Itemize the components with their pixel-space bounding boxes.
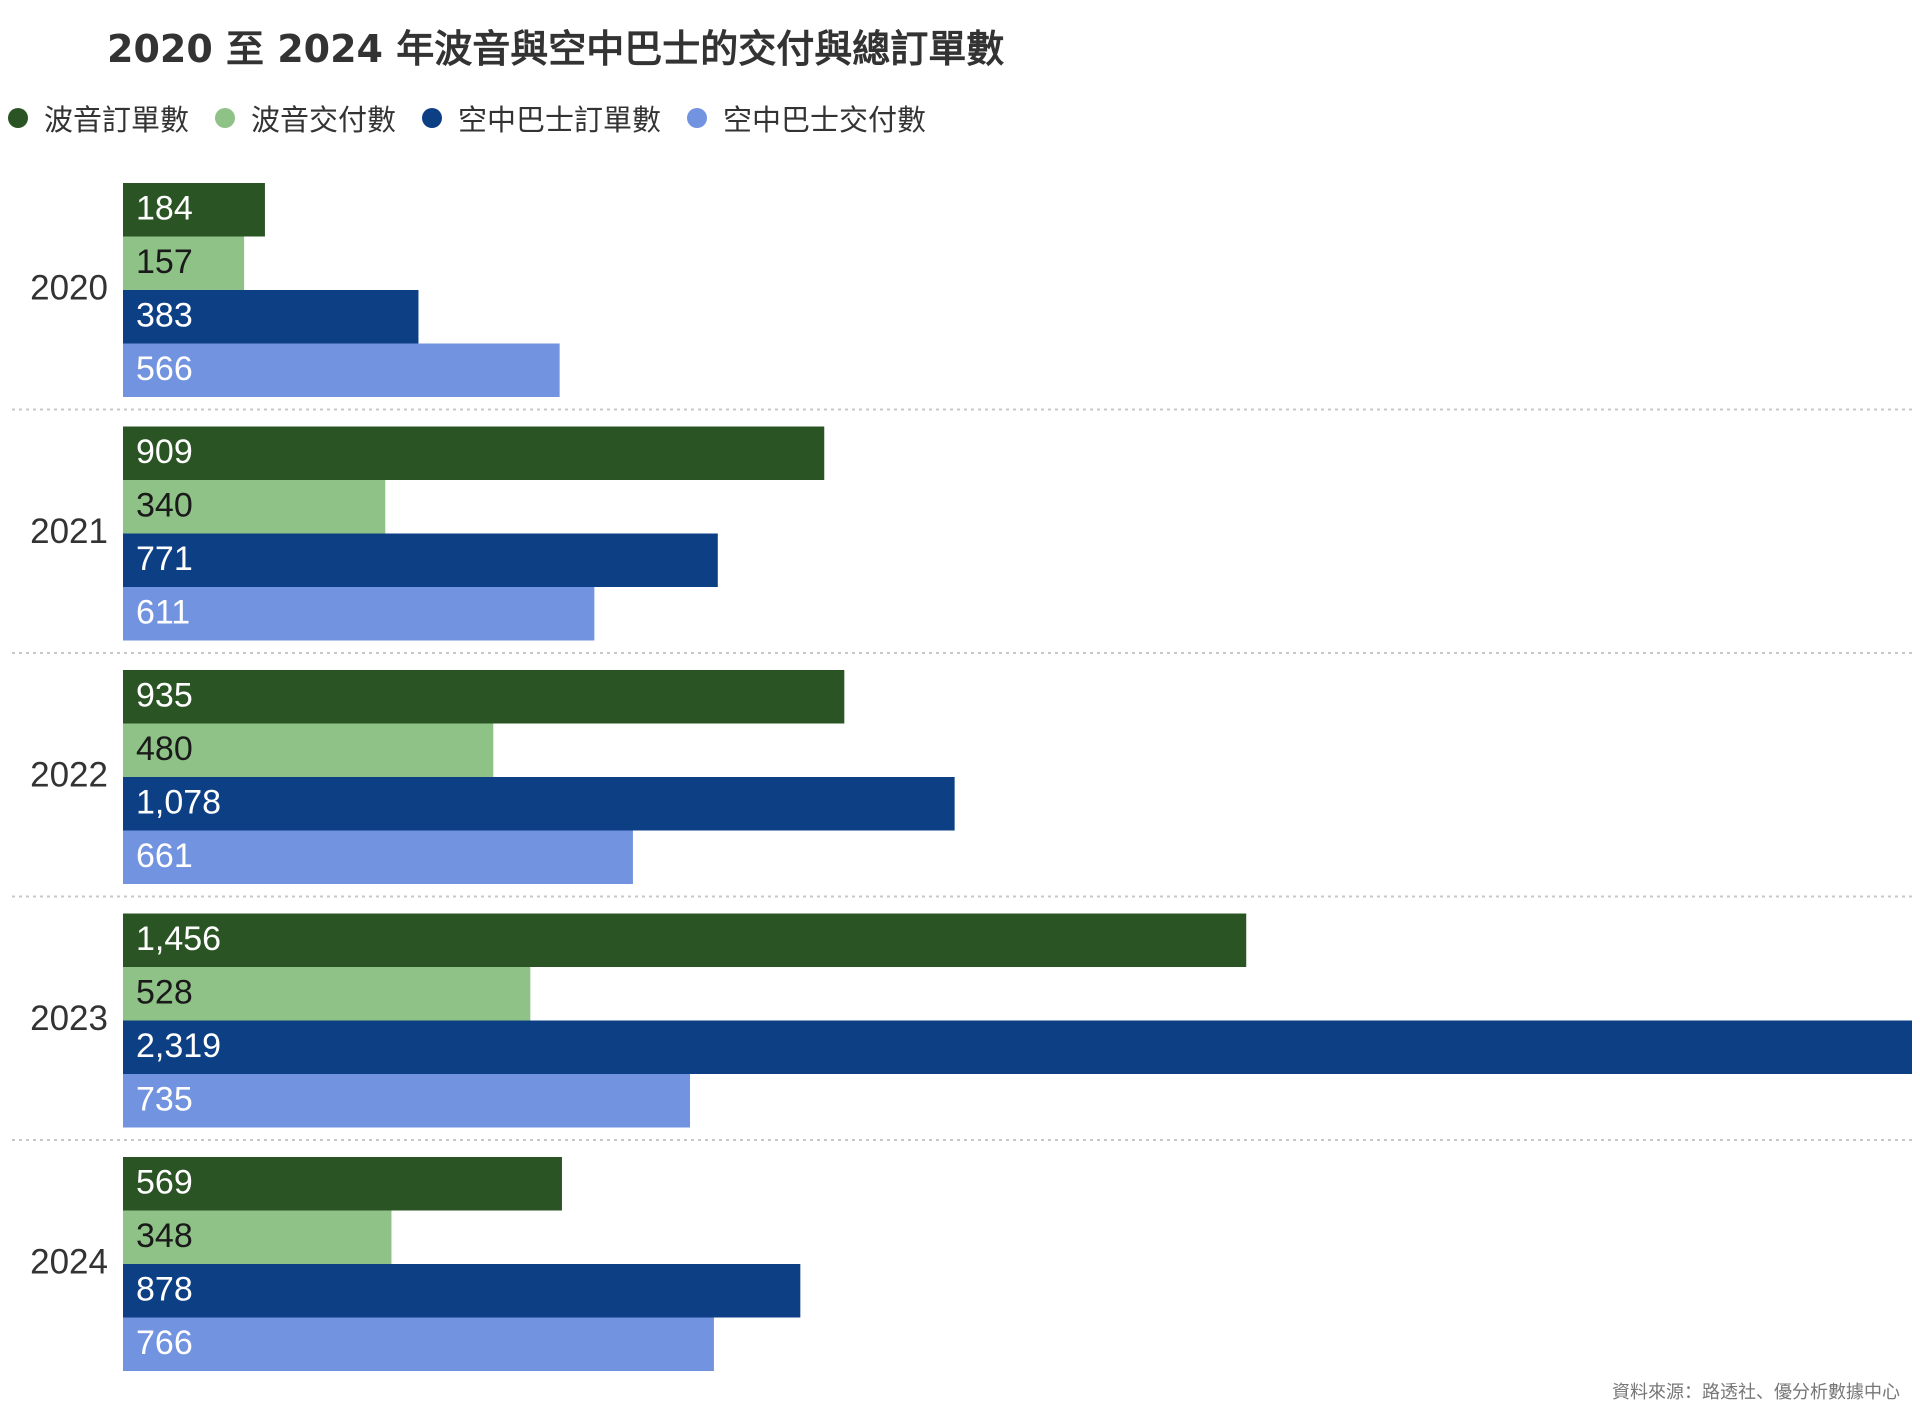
data-label-2023-0: 1,456 [136, 920, 221, 958]
legend-item-boeing-deliveries: 波音交付數 [215, 97, 396, 139]
bar-2024-0 [123, 1157, 562, 1211]
bar-2020-2 [123, 290, 419, 344]
chart-title: 2020 至 2024 年波音與空中巴士的交付與總訂單數 [107, 27, 1005, 71]
legend-swatch [8, 108, 28, 128]
data-label-2020-3: 566 [136, 350, 193, 388]
data-label-2020-1: 157 [136, 243, 193, 281]
data-label-2022-1: 480 [136, 730, 193, 768]
legend-item-airbus-deliveries: 空中巴士交付數 [687, 97, 926, 139]
bar-2021-1 [123, 480, 386, 534]
legend: 波音訂單數 波音交付數 空中巴士訂單數 空中巴士交付數 [8, 98, 952, 138]
data-label-2024-3: 766 [136, 1324, 193, 1362]
bar-2023-0 [123, 913, 1247, 967]
category-label-2024: 2024 [30, 1242, 108, 1281]
category-label-2021: 2021 [30, 512, 108, 551]
bar-2021-0 [123, 426, 825, 480]
category-label-2023: 2023 [30, 999, 108, 1038]
data-label-2024-2: 878 [136, 1271, 193, 1309]
data-label-2022-2: 1,078 [136, 784, 221, 822]
bar-2024-2 [123, 1264, 801, 1318]
data-label-2020-0: 184 [136, 190, 193, 228]
category-label-2022: 2022 [30, 755, 108, 794]
bar-2022-3 [123, 830, 633, 884]
source-note: 資料來源：路透社、優分析數據中心 [1612, 1382, 1900, 1403]
bar-2022-2 [123, 777, 955, 831]
data-label-2021-3: 611 [136, 594, 190, 632]
data-label-2022-0: 935 [136, 677, 193, 715]
data-label-2021-1: 340 [136, 487, 193, 525]
data-label-2023-3: 735 [136, 1081, 193, 1119]
legend-item-boeing-orders: 波音訂單數 [8, 97, 189, 139]
legend-label: 空中巴士訂單數 [458, 103, 662, 137]
legend-swatch [215, 108, 236, 128]
legend-swatch [687, 108, 708, 128]
bar-2022-0 [123, 670, 845, 724]
bar-2021-2 [123, 533, 718, 587]
data-label-2023-2: 2,319 [136, 1027, 221, 1065]
legend-label: 波音交付數 [251, 103, 397, 137]
bar-2023-3 [123, 1074, 691, 1128]
data-label-2020-2: 383 [136, 297, 193, 335]
legend-item-airbus-orders: 空中巴士訂單數 [422, 97, 661, 139]
data-label-2021-0: 909 [136, 433, 193, 471]
data-label-2021-2: 771 [136, 540, 193, 578]
bar-2020-1 [123, 236, 245, 290]
bar-2023-1 [123, 967, 531, 1021]
data-label-2024-0: 569 [136, 1164, 193, 1202]
bar-2020-0 [123, 183, 265, 237]
legend-swatch [422, 108, 443, 128]
bar-2021-3 [123, 587, 595, 641]
category-label-2020: 2020 [30, 268, 108, 307]
bar-2024-1 [123, 1210, 392, 1264]
bar-2023-2 [123, 1020, 1912, 1074]
data-label-2024-1: 348 [136, 1217, 193, 1255]
bar-2020-3 [123, 343, 560, 397]
bar-2022-1 [123, 723, 494, 777]
bar-2024-3 [123, 1317, 714, 1371]
data-label-2022-3: 661 [136, 837, 193, 875]
data-label-2023-1: 528 [136, 974, 193, 1012]
legend-label: 空中巴士交付數 [723, 103, 927, 137]
legend-label: 波音訂單數 [44, 103, 190, 137]
